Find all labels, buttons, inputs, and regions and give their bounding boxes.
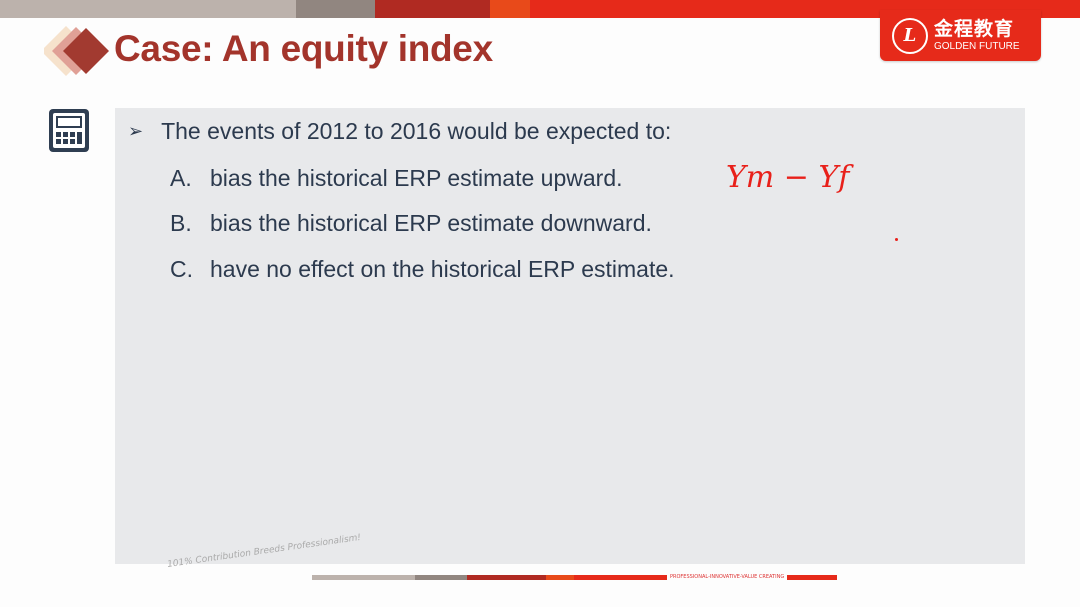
question-text: The events of 2012 to 2016 would be expe… bbox=[161, 118, 672, 144]
arrow-bullet-icon: ➢ bbox=[128, 121, 144, 141]
option-letter: A. bbox=[170, 165, 192, 191]
bottom-color-bar: PROFESSIONAL-INNOVATIVE-VALUE CREATING bbox=[312, 575, 838, 580]
option-a: A. bias the historical ERP estimate upwar… bbox=[170, 165, 623, 192]
golden-future-logo: L 金程教育 GOLDEN FUTURE bbox=[880, 10, 1041, 61]
option-letter: B. bbox=[170, 210, 192, 236]
footer-tagline: PROFESSIONAL-INNOVATIVE-VALUE CREATING bbox=[667, 575, 788, 580]
option-text: bias the historical ERP estimate downwar… bbox=[210, 210, 652, 236]
option-letter: C. bbox=[170, 256, 193, 282]
seal-icon: L bbox=[892, 17, 928, 54]
option-b: B. bias the historical ERP estimate downw… bbox=[170, 210, 652, 237]
logo-chinese: 金程教育 bbox=[934, 17, 1015, 40]
slide-title: Case: An equity index bbox=[114, 28, 493, 69]
handwritten-annotation: Ym − Yf bbox=[726, 160, 850, 195]
annotation-dot bbox=[895, 238, 898, 241]
option-text: have no effect on the historical ERP est… bbox=[210, 256, 675, 282]
question: ➢ The events of 2012 to 2016 would be ex… bbox=[128, 118, 671, 145]
logo-english: GOLDEN FUTURE bbox=[934, 40, 1020, 52]
diamond-bullet-icon bbox=[44, 26, 109, 76]
content-panel bbox=[115, 108, 1025, 564]
option-c: C. have no effect on the historical ERP e… bbox=[170, 256, 675, 283]
calculator-icon bbox=[49, 109, 89, 152]
option-text: bias the historical ERP estimate upward. bbox=[210, 165, 623, 191]
